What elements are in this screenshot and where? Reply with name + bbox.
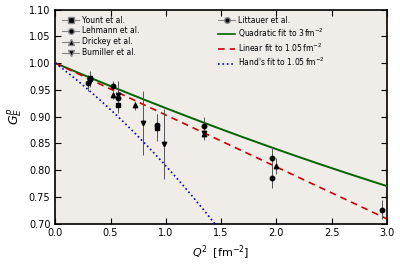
X-axis label: $Q^2\;\;[\mathrm{fm}^{-2}]$: $Q^2\;\;[\mathrm{fm}^{-2}]$ [192, 244, 250, 262]
Legend: Littauer et al., Quadratic fit to $3\,\mathrm{fm}^{-2}$, Linear fit to $1.05\,\m: Littauer et al., Quadratic fit to $3\,\m… [218, 16, 325, 68]
Y-axis label: $G_E^p$: $G_E^p$ [6, 108, 25, 125]
